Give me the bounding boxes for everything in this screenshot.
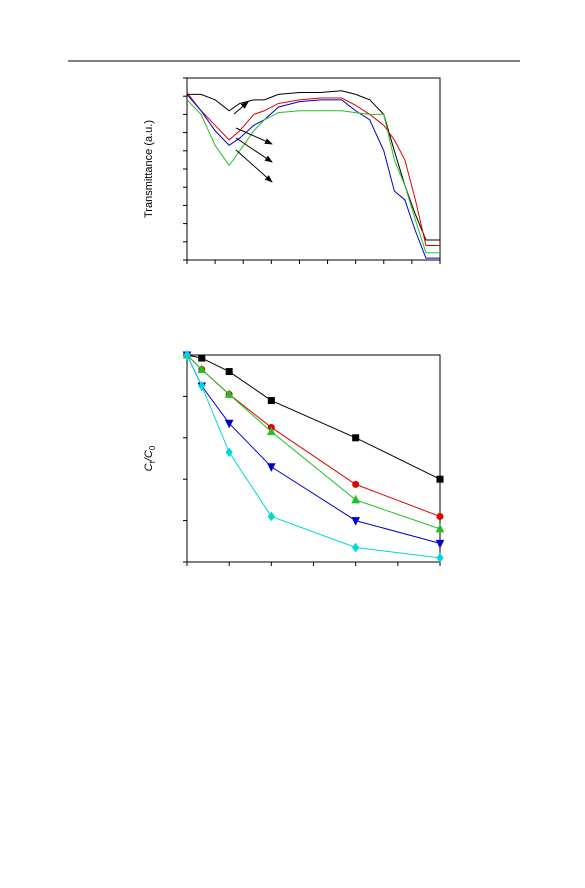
marker: [436, 512, 444, 520]
marker: [224, 419, 234, 429]
marker: [351, 494, 360, 504]
series-line: [187, 90, 440, 241]
series-line: [186, 99, 440, 254]
marker: [352, 542, 360, 553]
marker: [225, 447, 233, 458]
marker: [225, 368, 233, 376]
y-axis-label-subscript: t: [148, 460, 157, 463]
plot-frame: [186, 354, 441, 563]
marker: [436, 553, 444, 563]
marker: [352, 434, 360, 442]
y-axis-label: Ct/C0: [143, 445, 157, 471]
y-axis-label: Transmittance (a.u.): [143, 120, 155, 218]
y-axis-label-part: C: [143, 463, 155, 471]
marker: [267, 397, 275, 405]
marker: [197, 364, 207, 373]
marker: [267, 426, 276, 436]
kinetics-chart: Ct/C0: [143, 349, 445, 566]
marker: [352, 480, 360, 488]
series-line: [186, 354, 441, 517]
marker: [435, 523, 445, 533]
marker: [183, 350, 191, 360]
marker: [198, 381, 206, 391]
series-line: [186, 94, 440, 259]
series-line: [186, 354, 441, 530]
y-axis-label-subscript: 0: [148, 445, 157, 450]
annotation-arrows: [233, 101, 273, 183]
spectrum-chart: Transmittance (a.u.): [143, 77, 441, 264]
series-line: [186, 92, 440, 246]
marker: [224, 389, 234, 398]
series-line: [186, 354, 441, 559]
marker: [435, 539, 445, 549]
plot-frame: [186, 77, 441, 261]
marker: [267, 511, 275, 522]
y-axis-label-part: /C: [143, 450, 155, 462]
marker: [198, 354, 206, 362]
marker: [351, 517, 360, 526]
series-line: [186, 354, 441, 544]
marker: [267, 463, 276, 472]
marker: [436, 475, 444, 483]
